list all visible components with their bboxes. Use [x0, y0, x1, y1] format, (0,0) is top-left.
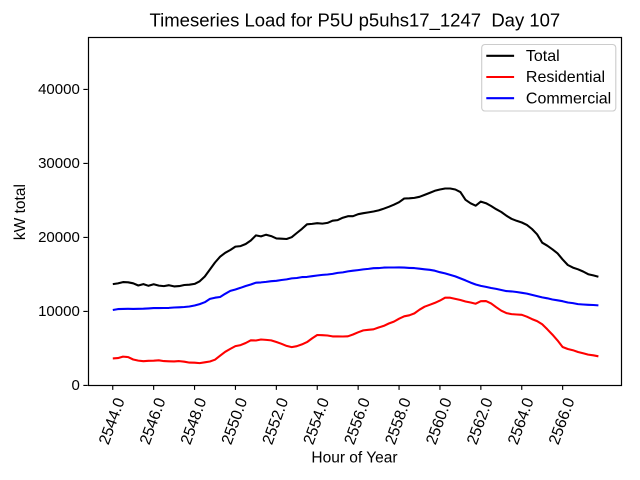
svg-text:0: 0 [71, 377, 79, 394]
svg-text:Hour of Year: Hour of Year [311, 449, 397, 466]
svg-text:Total: Total [526, 48, 560, 65]
svg-text:Residential: Residential [526, 69, 605, 86]
svg-text:40000: 40000 [38, 81, 80, 98]
svg-text:10000: 10000 [38, 303, 80, 320]
svg-text:Commercial: Commercial [526, 90, 611, 107]
svg-text:Timeseries Load for P5U p5uhs1: Timeseries Load for P5U p5uhs17_1247 Day… [150, 9, 561, 31]
svg-text:kW total: kW total [12, 184, 29, 240]
svg-text:20000: 20000 [38, 229, 80, 246]
svg-text:30000: 30000 [38, 155, 80, 172]
